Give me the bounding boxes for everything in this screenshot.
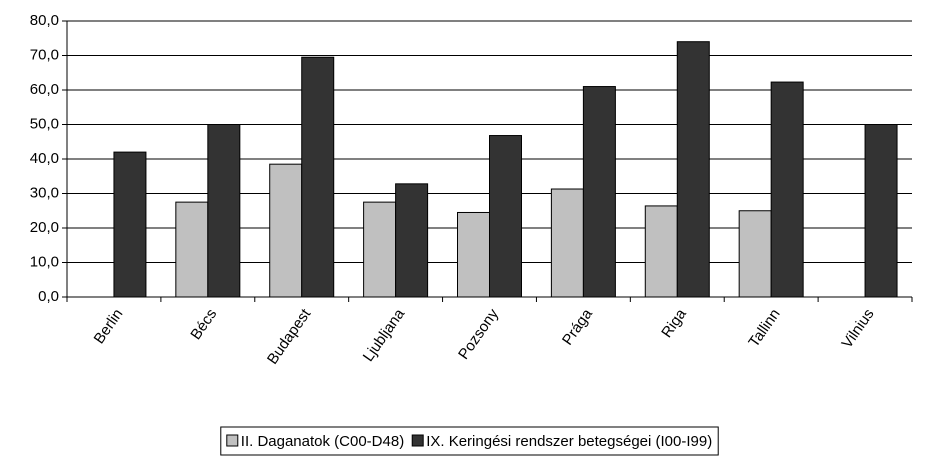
bar — [207, 124, 241, 298]
y-tick-label: 60,0 — [30, 81, 59, 98]
x-tick-label: Pozsony — [455, 305, 502, 362]
legend-swatch — [226, 434, 239, 447]
bar — [676, 41, 710, 298]
y-tick-label: 30,0 — [30, 184, 59, 201]
y-tick-label: 50,0 — [30, 115, 59, 132]
bar — [457, 211, 490, 298]
bar — [269, 163, 303, 298]
bar — [550, 188, 584, 298]
bar — [113, 151, 147, 298]
bar — [301, 56, 335, 298]
y-tick-label: 10,0 — [30, 253, 59, 270]
bar — [175, 201, 209, 298]
bar — [644, 205, 678, 298]
y-tick-label: 70,0 — [30, 46, 59, 63]
bar — [864, 124, 898, 298]
y-tick-label: 80,0 — [30, 12, 59, 29]
x-tick-label: Vilnius — [838, 306, 877, 352]
x-tick-label: Budapest — [264, 305, 315, 367]
y-tick-label: 40,0 — [30, 150, 59, 167]
x-tick-label: Tallinn — [745, 306, 783, 351]
x-tick-label: Berlin — [91, 306, 127, 347]
legend — [220, 426, 719, 456]
x-tick-label: Prága — [559, 305, 596, 348]
legend-label: IX. Keringési rendszer betegségei (I00-I… — [426, 433, 712, 450]
x-tick-label: Riga — [658, 305, 690, 341]
y-tick-label: 0,0 — [38, 288, 59, 305]
y-tick-label: 20,0 — [30, 219, 59, 236]
x-tick-label: Bécs — [187, 306, 220, 343]
legend-label: II. Daganatok (C00-D48) — [241, 433, 404, 450]
bar — [363, 201, 397, 298]
bar — [489, 135, 522, 298]
x-tick-label: Ljubljana — [360, 305, 409, 364]
legend-swatch — [411, 434, 424, 447]
bar — [582, 86, 616, 298]
bar — [770, 81, 804, 298]
bar — [395, 183, 429, 298]
bar — [738, 210, 772, 298]
